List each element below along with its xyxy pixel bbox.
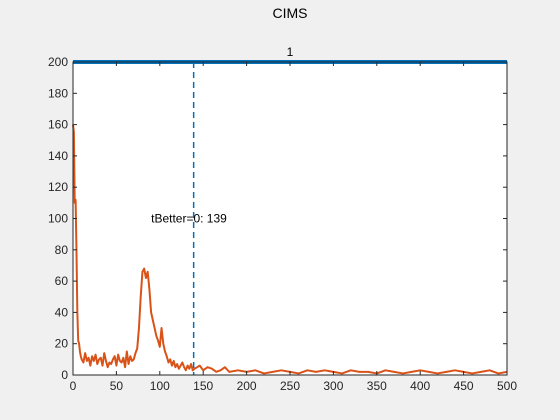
x-tick-label-450: 450: [454, 379, 474, 393]
chart-title: CIMS: [273, 5, 308, 21]
x-tick-label-100: 100: [150, 379, 170, 393]
annotation-text: tBetter=0: 139: [151, 212, 227, 226]
y-tick-label-180: 180: [48, 86, 68, 100]
plot-area: [73, 62, 507, 375]
x-tick-label-200: 200: [237, 379, 257, 393]
y-tick-label-100: 100: [48, 212, 68, 226]
x-tick-label-400: 400: [410, 379, 430, 393]
y-tick-label-60: 60: [55, 274, 69, 288]
x-tick-label-500: 500: [497, 379, 517, 393]
x-tick-label-350: 350: [367, 379, 387, 393]
x-tick-label-150: 150: [193, 379, 213, 393]
y-tick-label-120: 120: [48, 180, 68, 194]
y-tick-label-20: 20: [55, 337, 69, 351]
x-tick-label-50: 50: [110, 379, 124, 393]
x-tick-label-0: 0: [70, 379, 77, 393]
x-tick-label-300: 300: [323, 379, 343, 393]
y-tick-label-0: 0: [61, 368, 68, 382]
threshold-label: 1: [287, 45, 294, 59]
signal-series-line: [72, 124, 508, 375]
y-tick-label-160: 160: [48, 118, 68, 132]
y-tick-label-40: 40: [55, 305, 69, 319]
x-tick-label-250: 250: [280, 379, 300, 393]
y-tick-label-200: 200: [48, 55, 68, 69]
y-tick-label-140: 140: [48, 149, 68, 163]
y-tick-label-80: 80: [55, 243, 69, 257]
